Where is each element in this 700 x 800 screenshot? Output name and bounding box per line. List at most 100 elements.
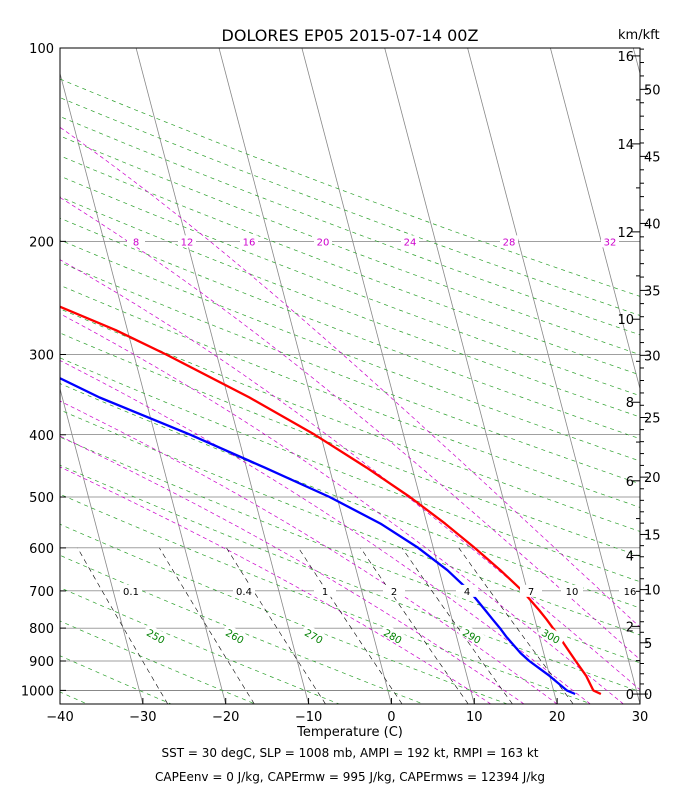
dry-adiabat-line	[60, 554, 424, 704]
label-bg	[561, 584, 583, 597]
km-tick-label: 8	[626, 396, 634, 411]
dry-adiabat-line	[60, 620, 256, 704]
moist-adiabat-line	[60, 126, 640, 628]
isotherm-line	[632, 48, 640, 76]
label-bg	[127, 235, 145, 248]
pressure-tick-label: 100	[29, 42, 54, 57]
km-tick-label: 10	[617, 313, 634, 328]
x-axis-label: Temperature (C)	[297, 725, 403, 740]
isotherm-line	[135, 48, 309, 704]
dry-adiabat-line	[60, 217, 640, 440]
dry-adiabat-line	[60, 409, 640, 636]
kft-tick-label: 25	[644, 411, 661, 426]
footer-line-1: SST = 30 degC, SLP = 1008 mb, AMPI = 192…	[161, 746, 539, 760]
kft-tick-label: 50	[644, 83, 661, 98]
moist-adiabat-label: 24	[404, 237, 417, 248]
km-tick-label: 2	[626, 620, 634, 635]
moist-adiabat-label: 12	[181, 237, 194, 248]
kft-tick-label: 40	[644, 217, 661, 232]
moist-adiabat-line	[60, 466, 492, 704]
isotherm-line	[384, 48, 558, 704]
label-bg	[221, 623, 250, 647]
pressure-tick-label: 200	[29, 235, 54, 250]
mixing-ratio-line	[458, 547, 574, 704]
dry-adiabat-line	[60, 587, 340, 704]
dry-adiabat-line	[60, 523, 508, 704]
kft-tick-label: 15	[644, 528, 661, 543]
moist-adiabat-line	[60, 435, 525, 704]
label-bg	[520, 584, 542, 597]
label-bg	[233, 584, 255, 597]
grid-layer	[60, 48, 640, 704]
km-tick-label: 14	[617, 138, 634, 153]
pressure-tick-label: 500	[29, 491, 54, 506]
mixing-ratio-label: 1	[322, 587, 328, 598]
moist-adiabat-label: 8	[133, 237, 139, 248]
moist-adiabat-label: 28	[503, 237, 516, 248]
mixing-ratio-line	[77, 547, 168, 704]
pressure-tick-label: 400	[29, 429, 54, 444]
moist-adiabat-label: 16	[243, 237, 256, 248]
mixing-ratio-label: 16	[624, 587, 637, 598]
dry-adiabat-line	[60, 155, 640, 376]
kft-tick-label: 5	[644, 637, 652, 652]
x-tick-label: 0	[387, 710, 395, 725]
label-bg	[300, 623, 329, 647]
kft-tick-label: 20	[644, 471, 661, 486]
isotherm-line	[60, 387, 144, 704]
km-tick-label: 16	[617, 50, 634, 65]
mixing-ratio-label: 2	[391, 587, 397, 598]
label-bg	[314, 235, 332, 248]
kft-tick-label: 0	[644, 688, 652, 703]
dry-adiabat-line	[60, 308, 640, 532]
label-bg	[401, 235, 419, 248]
label-bg	[458, 623, 487, 647]
mixing-ratio-line	[159, 547, 255, 704]
dry-adiabat-line	[60, 239, 640, 462]
label-bg	[601, 235, 619, 248]
label-bg	[619, 584, 641, 597]
pressure-tick-label: 300	[29, 348, 54, 363]
label-bg	[537, 623, 566, 647]
dry-adiabat-line	[60, 261, 640, 485]
mixing-ratio-label: 10	[566, 587, 579, 598]
km-tick-label: 6	[626, 475, 634, 490]
dry-adiabat-line	[60, 493, 592, 704]
chart-title: DOLORES EP05 2015-07-14 00Z	[221, 26, 479, 45]
moist-adiabat-line	[60, 197, 640, 661]
isotherm-line	[60, 702, 61, 704]
isotherm-line	[550, 48, 640, 391]
kft-tick-label: 35	[644, 284, 661, 299]
km-tick-label: 0	[626, 688, 634, 703]
dry-adiabat-line	[60, 383, 640, 609]
isotherm-line	[60, 71, 227, 704]
pressure-tick-label: 600	[29, 542, 54, 557]
mixing-ratio-label: 0.1	[123, 587, 139, 598]
dry-adiabat-line	[60, 464, 640, 693]
moist-adiabat-label: 32	[604, 237, 617, 248]
x-tick-label: 10	[466, 710, 483, 725]
mixing-ratio-label: 4	[464, 587, 470, 598]
mixing-ratio-line	[360, 547, 469, 704]
dry-adiabat-line	[60, 357, 640, 583]
pressure-tick-label: 800	[29, 622, 54, 637]
mixing-ratio-label: 7	[528, 587, 534, 598]
mixing-ratio-line	[226, 547, 326, 704]
x-tick-label: −30	[129, 710, 156, 725]
moist-adiabat-line	[60, 360, 591, 704]
kft-tick-label: 45	[644, 150, 661, 165]
footer-line-2: CAPEenv = 0 J/kg, CAPErmw = 995 J/kg, CA…	[155, 770, 545, 784]
label-bg	[456, 584, 478, 597]
dewpoint-profile-line	[60, 376, 576, 696]
label-bg	[379, 623, 408, 647]
moist-adiabat-line	[60, 400, 558, 704]
dry-adiabat-line	[60, 691, 88, 704]
label-bg	[142, 623, 171, 647]
pressure-tick-label: 700	[29, 585, 54, 600]
dry-adiabat-line	[60, 78, 640, 297]
kft-tick-label: 10	[644, 584, 661, 599]
moist-adiabat-line	[60, 259, 640, 691]
label-bg	[240, 235, 258, 248]
dry-adiabat-line	[60, 97, 640, 316]
